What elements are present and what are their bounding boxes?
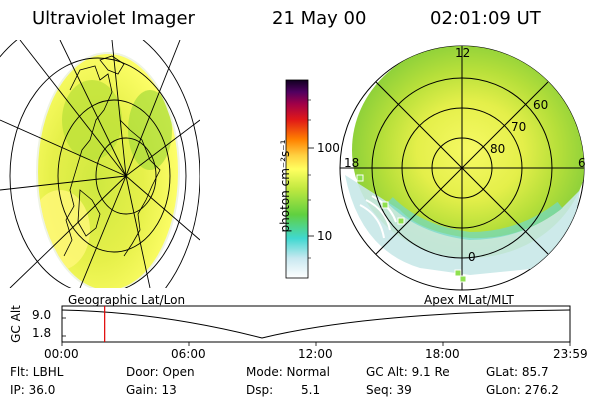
lat-label-60: 60 (533, 98, 549, 112)
x-tick-1200: 12:00 (298, 347, 333, 361)
gc-alt-axis-label: GC Alt (9, 305, 23, 343)
y-tick-9: 9.0 (32, 308, 52, 322)
x-tick-2359: 23:59 (553, 347, 588, 361)
geographic-globe-view (0, 40, 200, 288)
colorbar-tick-100: 100 (317, 141, 340, 155)
date-label: 21 May 00 (272, 8, 367, 29)
y-tick-1-8: 1.8 (32, 326, 52, 340)
glon-info: GLon: 276.2 (486, 383, 559, 397)
colorbar-tick-10: 10 (317, 229, 333, 243)
mlt-label-18: 18 (344, 156, 360, 170)
x-tick-0000: 00:00 (44, 347, 79, 361)
colorbar (285, 79, 314, 279)
dsp-value: 5.1 (301, 383, 321, 397)
apex-title: Apex MLat/MLT (424, 293, 514, 307)
lat-label-80: 80 (490, 142, 506, 156)
lat-label-70: 70 (511, 120, 527, 134)
colorbar-unit-label: photon cm⁻²s⁻¹ (278, 139, 292, 233)
mlt-label-6: 6 (578, 156, 586, 170)
x-tick-1800: 18:00 (425, 347, 460, 361)
geographic-title: Geographic Lat/Lon (68, 293, 186, 307)
gain-info: Gain: 13 (126, 383, 177, 397)
x-tick-0600: 06:00 (171, 347, 206, 361)
gc-alt-info: GC Alt: 9.1 Re (366, 365, 450, 379)
filter-info: Flt: LBHL (10, 365, 64, 379)
altitude-timeline (61, 305, 571, 346)
instrument-title: Ultraviolet Imager (32, 8, 195, 29)
polar-mlat-mlt-plot (339, 45, 585, 291)
mlt-label-12: 12 (455, 46, 471, 60)
time-label: 02:01:09 UT (430, 8, 541, 29)
mlt-label-0: 0 (468, 250, 476, 264)
mode-info: Mode: Normal (246, 365, 330, 379)
dsp-label: Dsp: (246, 383, 274, 397)
glat-info: GLat: 85.7 (486, 365, 549, 379)
ip-info: IP: 36.0 (10, 383, 56, 397)
seq-info: Seq: 39 (366, 383, 412, 397)
door-info: Door: Open (126, 365, 195, 379)
